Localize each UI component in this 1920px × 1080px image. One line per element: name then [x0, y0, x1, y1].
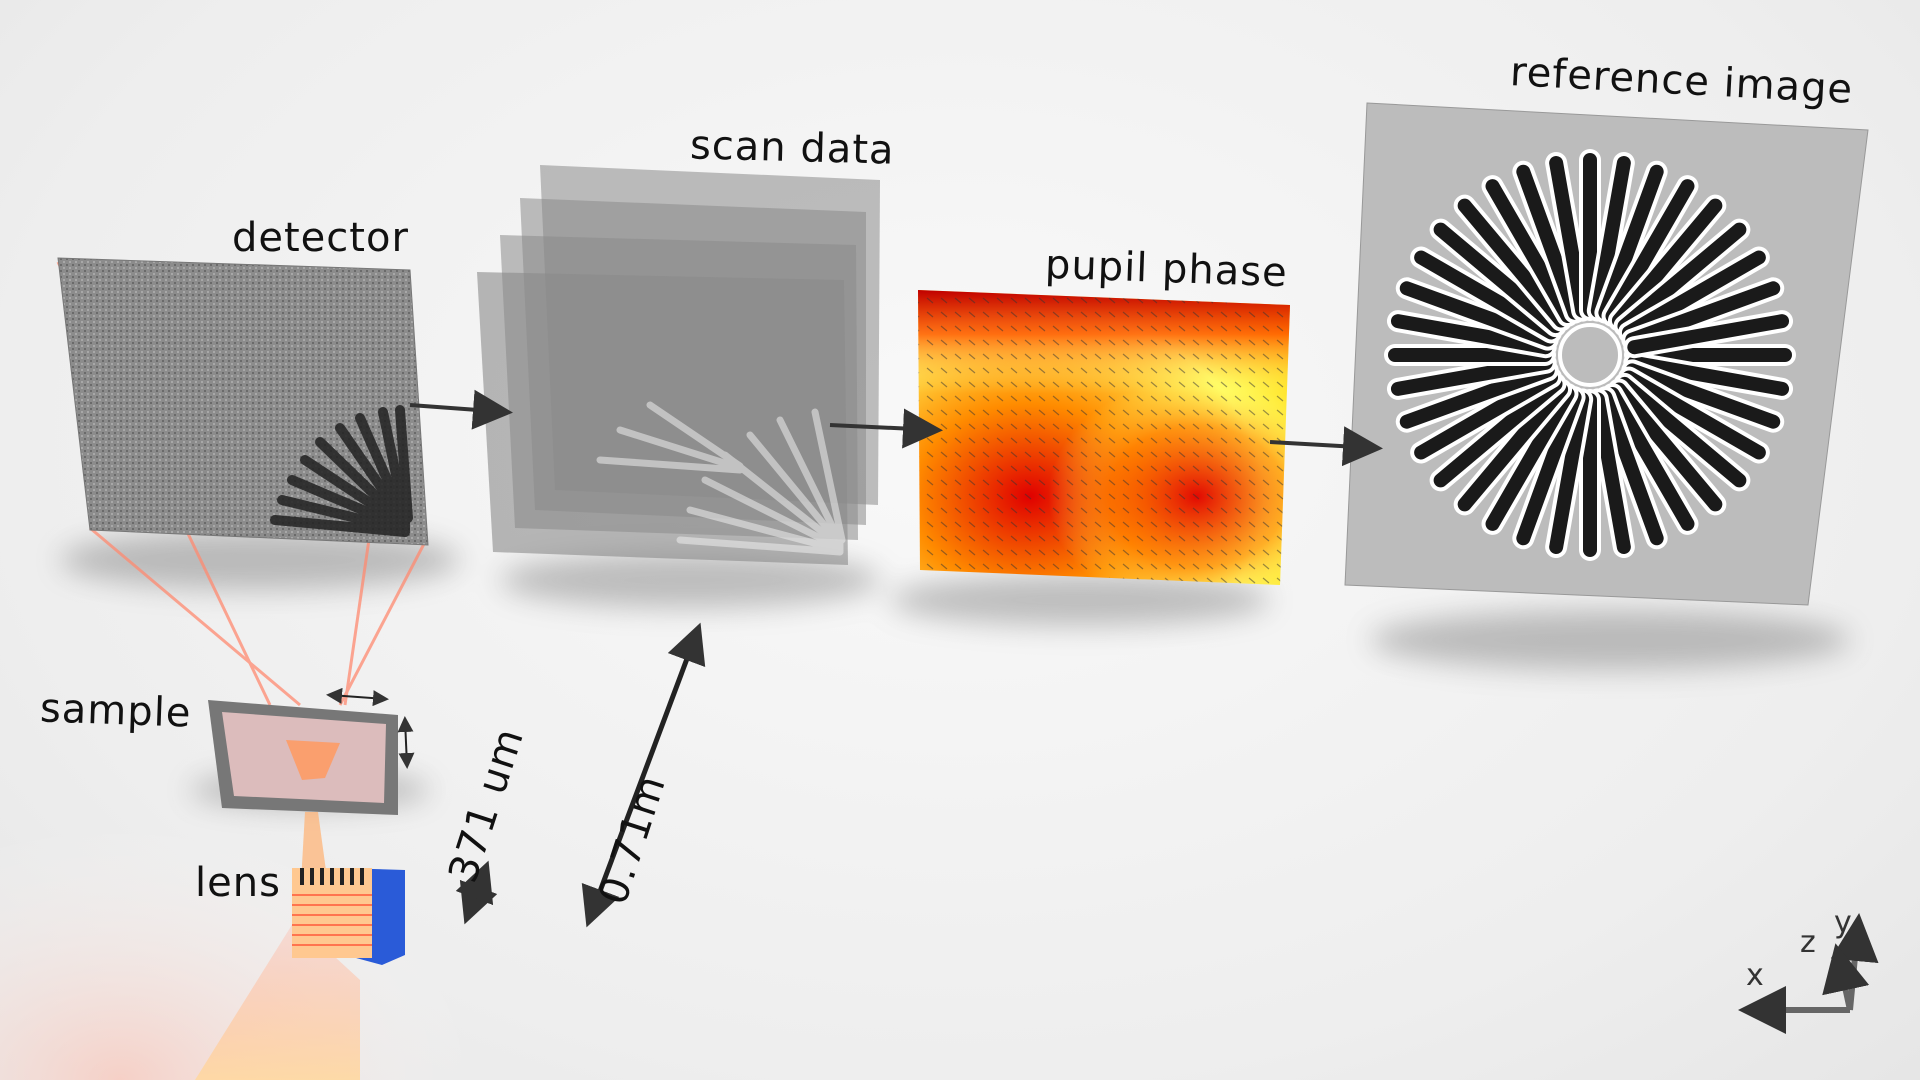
star-spoke: [1627, 355, 1790, 396]
star-spoke: [1399, 363, 1555, 429]
star-spoke: [1390, 355, 1553, 396]
scan-spokes: [596, 401, 846, 556]
star-spoke: [1457, 382, 1569, 512]
detector-spokes: [270, 405, 413, 537]
arrow-right-icon: [829, 408, 943, 449]
star-spoke: [1611, 198, 1723, 328]
arrow-right-icon: [409, 389, 513, 430]
star-spoke: [1485, 179, 1575, 324]
star-spoke: [1590, 155, 1631, 318]
star-spoke: [1605, 386, 1695, 531]
star-spoke: [1621, 370, 1766, 460]
detector-panel: [57, 257, 429, 546]
star-spoke: [1485, 386, 1575, 531]
star-center: [1558, 323, 1622, 387]
star-spoke: [1598, 164, 1664, 320]
siemens-star: [1384, 149, 1796, 561]
distance-arrows: [455, 622, 706, 928]
reference-image: [1344, 102, 1869, 606]
input-beam: [195, 920, 360, 1080]
lens-zone-plate: [300, 868, 364, 885]
star-spoke: [1627, 314, 1790, 355]
lens-label: lens: [195, 860, 281, 906]
star-spoke: [1399, 281, 1555, 347]
flow-arrows: [409, 389, 1383, 467]
star-spoke: [1598, 390, 1664, 546]
star-spoke: [1625, 363, 1781, 429]
double-arrow-icon: [581, 622, 706, 928]
double-arrow-icon: [397, 716, 415, 769]
sample-translation-arrows: [326, 687, 415, 769]
axis-y-label: y: [1834, 905, 1853, 940]
axis-x-label: x: [1746, 958, 1765, 993]
pupil-phase-label: pupil phase: [1044, 241, 1289, 297]
sample-holder: [208, 700, 398, 815]
star-spoke: [1390, 314, 1553, 355]
detector-label: detector: [232, 215, 409, 261]
star-spoke: [1516, 390, 1582, 546]
star-spoke: [1516, 164, 1582, 320]
double-arrow-icon: [455, 860, 498, 925]
star-spoke: [1414, 370, 1559, 460]
star-spoke: [1621, 250, 1766, 340]
star-spoke: [1617, 222, 1747, 334]
lens: [292, 868, 405, 965]
arrow-right-icon: [1269, 426, 1383, 467]
star-spoke: [1625, 281, 1781, 347]
sample-label: sample: [39, 685, 193, 737]
star-spoke: [1433, 376, 1563, 488]
star-spoke: [1605, 179, 1695, 324]
star-spoke: [1414, 250, 1559, 340]
star-spoke: [1617, 376, 1747, 488]
scan-data-label: scan data: [689, 122, 896, 174]
scan-data-stack: [477, 165, 880, 565]
axis-z-label: z: [1800, 925, 1817, 960]
pupil-phase-map: [918, 290, 1290, 585]
star-spoke: [1549, 155, 1590, 318]
star-spoke: [1611, 382, 1723, 512]
double-arrow-icon: [326, 687, 389, 707]
star-spoke: [1457, 198, 1569, 328]
axes-gizmo: [1738, 913, 1879, 1034]
star-spoke: [1590, 392, 1631, 555]
star-spoke: [1549, 392, 1590, 555]
star-spoke: [1433, 222, 1563, 334]
